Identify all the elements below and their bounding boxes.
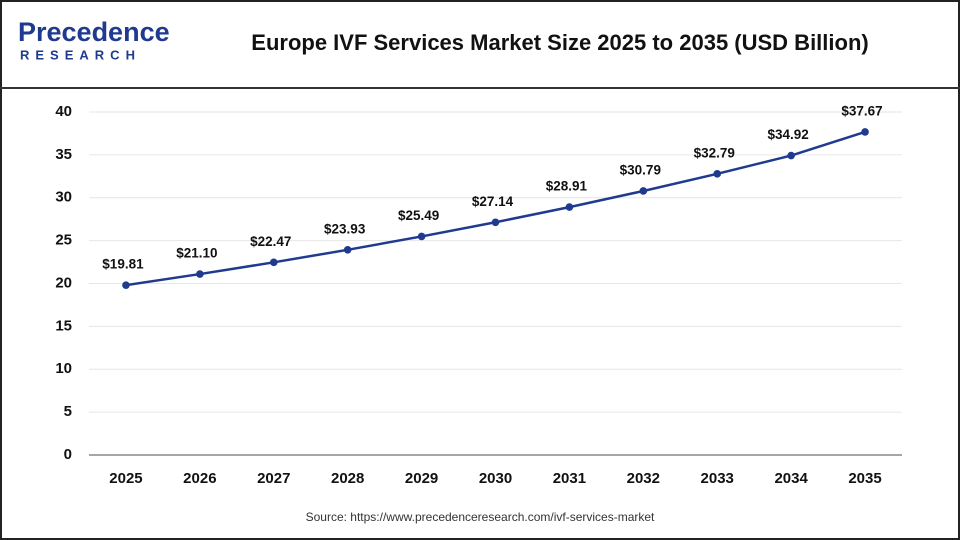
y-tick-label: 5 xyxy=(64,403,72,420)
x-tick-label: 2027 xyxy=(257,470,290,487)
y-tick-label: 10 xyxy=(55,360,72,377)
logo-name: Precedence xyxy=(18,17,170,47)
value-label: $30.79 xyxy=(620,163,661,178)
point xyxy=(343,246,352,254)
value-label: $28.91 xyxy=(546,179,588,194)
value-label: $27.14 xyxy=(472,194,514,209)
value-label: $34.92 xyxy=(767,127,808,142)
value-label: $25.49 xyxy=(398,208,439,223)
logo-tagline: RESEARCH xyxy=(20,47,141,62)
value-label: $21.10 xyxy=(176,246,217,261)
x-tick-label: 2033 xyxy=(701,470,734,487)
point xyxy=(861,128,869,136)
point xyxy=(787,151,795,160)
y-tick-label: 35 xyxy=(55,146,72,163)
value-label: $22.47 xyxy=(250,234,291,249)
source: Source: https://www.precedenceresearch.c… xyxy=(306,510,655,524)
x-tick-label: 2035 xyxy=(848,470,881,487)
x-tick-label: 2030 xyxy=(479,470,512,487)
x-tick-label: 2025 xyxy=(109,470,142,487)
x-tick-label: 2028 xyxy=(331,470,364,487)
value-label: $37.67 xyxy=(841,104,882,119)
point xyxy=(713,170,722,178)
y-tick-label: 15 xyxy=(55,317,72,334)
x-tick-label: 2031 xyxy=(553,470,586,487)
y-tick-label: 0 xyxy=(64,446,72,463)
value-label: $32.79 xyxy=(694,145,735,160)
y-tick-label: 40 xyxy=(55,103,72,120)
point xyxy=(122,281,130,289)
chart-title: Europe IVF Services Market Size 2025 to … xyxy=(251,30,868,55)
y-tick-label: 20 xyxy=(55,274,72,291)
y-tick-label: 25 xyxy=(55,232,72,249)
x-tick-label: 2034 xyxy=(774,470,808,487)
x-tick-label: 2032 xyxy=(627,470,660,487)
value-label: $23.93 xyxy=(324,221,366,236)
point xyxy=(269,258,278,267)
point xyxy=(417,232,426,241)
x-tick-label: 2026 xyxy=(183,470,216,487)
y-tick-label: 30 xyxy=(55,189,72,206)
x-tick-label: 2029 xyxy=(405,470,438,487)
point xyxy=(491,218,500,227)
value-label: $19.81 xyxy=(102,257,144,272)
point xyxy=(196,270,204,278)
point xyxy=(565,203,574,211)
point xyxy=(639,187,648,195)
